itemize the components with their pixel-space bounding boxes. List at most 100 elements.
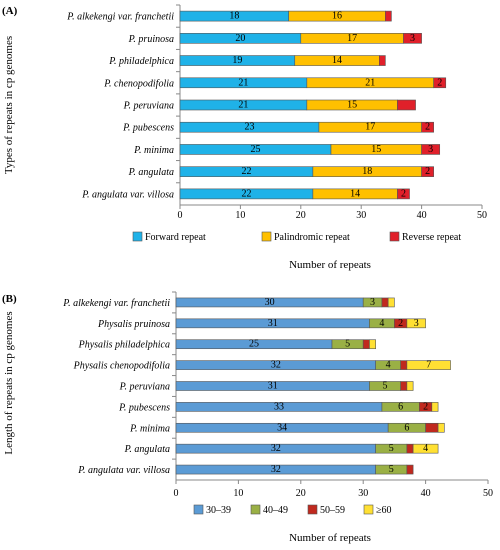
data-label: 21 xyxy=(238,77,248,88)
x-tick-label: 30 xyxy=(358,488,368,499)
x-tick-label: 40 xyxy=(417,210,427,221)
data-label: 6 xyxy=(404,422,409,433)
x-tick-label: 0 xyxy=(178,210,183,221)
bar-segment xyxy=(431,402,439,412)
legend-swatch xyxy=(389,231,400,242)
bar-segment xyxy=(406,318,426,329)
data-label: 4 xyxy=(386,360,391,371)
panel-label: (B) xyxy=(2,293,17,305)
bar-segment xyxy=(379,55,386,66)
data-label: 2 xyxy=(425,166,430,177)
data-label: 19 xyxy=(232,55,242,66)
data-label: 3 xyxy=(370,297,375,308)
data-label: 31 xyxy=(268,381,278,392)
category-label: P. angulata var. villosa xyxy=(77,465,170,476)
data-label: 2 xyxy=(423,401,428,412)
legend-label: 40–49 xyxy=(263,505,288,516)
data-label: 15 xyxy=(347,100,357,111)
data-label: 25 xyxy=(249,339,259,350)
x-tick-label: 10 xyxy=(235,210,245,221)
category-label: P. pubescens xyxy=(122,123,174,134)
data-label: 5 xyxy=(389,443,394,454)
bar-segment xyxy=(421,166,434,177)
legend-label: 30–39 xyxy=(206,505,231,516)
x-tick-label: 20 xyxy=(296,210,306,221)
data-label: 21 xyxy=(365,77,375,88)
y-axis-label: Types of repeats in cp genomes xyxy=(3,36,15,174)
category-label: P. peruviana xyxy=(123,101,174,112)
legend-label: Palindromic repeat xyxy=(274,232,350,243)
data-label: 32 xyxy=(271,464,281,475)
data-label: 16 xyxy=(332,11,342,22)
category-label: Physalis philadelphica xyxy=(78,340,170,351)
data-label: 21 xyxy=(238,100,248,111)
legend-swatch xyxy=(193,504,204,515)
legend-swatch xyxy=(261,231,272,242)
bar-segment xyxy=(400,360,408,370)
category-label: P. pruinosa xyxy=(128,34,174,45)
bar-segment xyxy=(406,464,414,475)
bar-segment xyxy=(421,121,434,133)
category-label: P. minima xyxy=(133,145,174,156)
bar-segment xyxy=(412,443,439,454)
bar-segment xyxy=(369,339,376,350)
data-label: 4 xyxy=(379,318,384,329)
chart-panel-1: (A) Types of repeats in cp genomes 0 10 20 30… xyxy=(2,4,487,271)
x-tick-label: 0 xyxy=(174,488,179,499)
legend-label: Forward repeat xyxy=(145,232,206,243)
bar-segment xyxy=(397,188,410,200)
data-label: 4 xyxy=(423,443,428,454)
data-label: 18 xyxy=(229,11,239,22)
data-label: 3 xyxy=(410,33,415,44)
x-tick-label: 50 xyxy=(477,210,487,221)
data-label: 3 xyxy=(414,318,419,329)
data-label: 23 xyxy=(244,122,254,133)
data-label: 33 xyxy=(274,401,284,412)
legend-swatch xyxy=(132,231,143,242)
legend-swatch xyxy=(307,504,318,515)
legend-swatch xyxy=(250,504,261,515)
x-tick-label: 40 xyxy=(421,488,431,499)
data-label: 22 xyxy=(241,188,251,199)
bar-segment xyxy=(406,360,451,370)
data-label: 5 xyxy=(345,339,350,350)
bar-segment xyxy=(387,297,395,308)
y-axis-label: Length of repeats in cp genomes xyxy=(3,311,15,454)
data-label: 14 xyxy=(332,55,342,66)
x-axis-label: Number of repeats xyxy=(289,532,371,544)
data-label: 32 xyxy=(271,360,281,371)
bar-segment xyxy=(381,297,389,308)
data-label: 7 xyxy=(426,360,431,371)
chart-panel-2: (B) Length of repeats in cp genomes 0 10 20 3… xyxy=(2,291,493,544)
bar-segment xyxy=(406,443,414,454)
data-label: 2 xyxy=(401,188,406,199)
bar-segment xyxy=(425,422,439,433)
data-label: 2 xyxy=(425,122,430,133)
data-label: 17 xyxy=(365,122,375,133)
data-label: 6 xyxy=(398,401,403,412)
data-label: 2 xyxy=(437,77,442,88)
category-label: Physalis pruinosa xyxy=(97,319,170,330)
bar-segment xyxy=(421,144,441,155)
data-label: 3 xyxy=(428,144,433,155)
bar-segment xyxy=(433,77,447,89)
category-label: Physalis chenopodifolia xyxy=(73,361,170,372)
panel-label: (A) xyxy=(2,5,18,17)
bar-segment xyxy=(397,99,416,111)
data-label: 32 xyxy=(271,443,281,454)
x-axis-label: Number of repeats xyxy=(289,259,371,271)
x-tick-label: 10 xyxy=(233,488,243,499)
bar-segment xyxy=(385,10,392,22)
legend-label: 50–59 xyxy=(320,505,345,516)
data-label: 30 xyxy=(265,297,275,308)
category-label: P. alkekengi var. franchetii xyxy=(62,298,170,309)
category-label: P. minima xyxy=(129,423,170,434)
data-label: 5 xyxy=(389,464,394,475)
bar-segment xyxy=(437,422,445,433)
data-label: 34 xyxy=(277,422,287,433)
data-label: 2 xyxy=(398,318,403,329)
data-label: 31 xyxy=(268,318,278,329)
category-label: P. chenopodifolia xyxy=(103,78,174,89)
data-label: 20 xyxy=(235,33,245,44)
legend-label: Reverse repeat xyxy=(402,232,461,243)
